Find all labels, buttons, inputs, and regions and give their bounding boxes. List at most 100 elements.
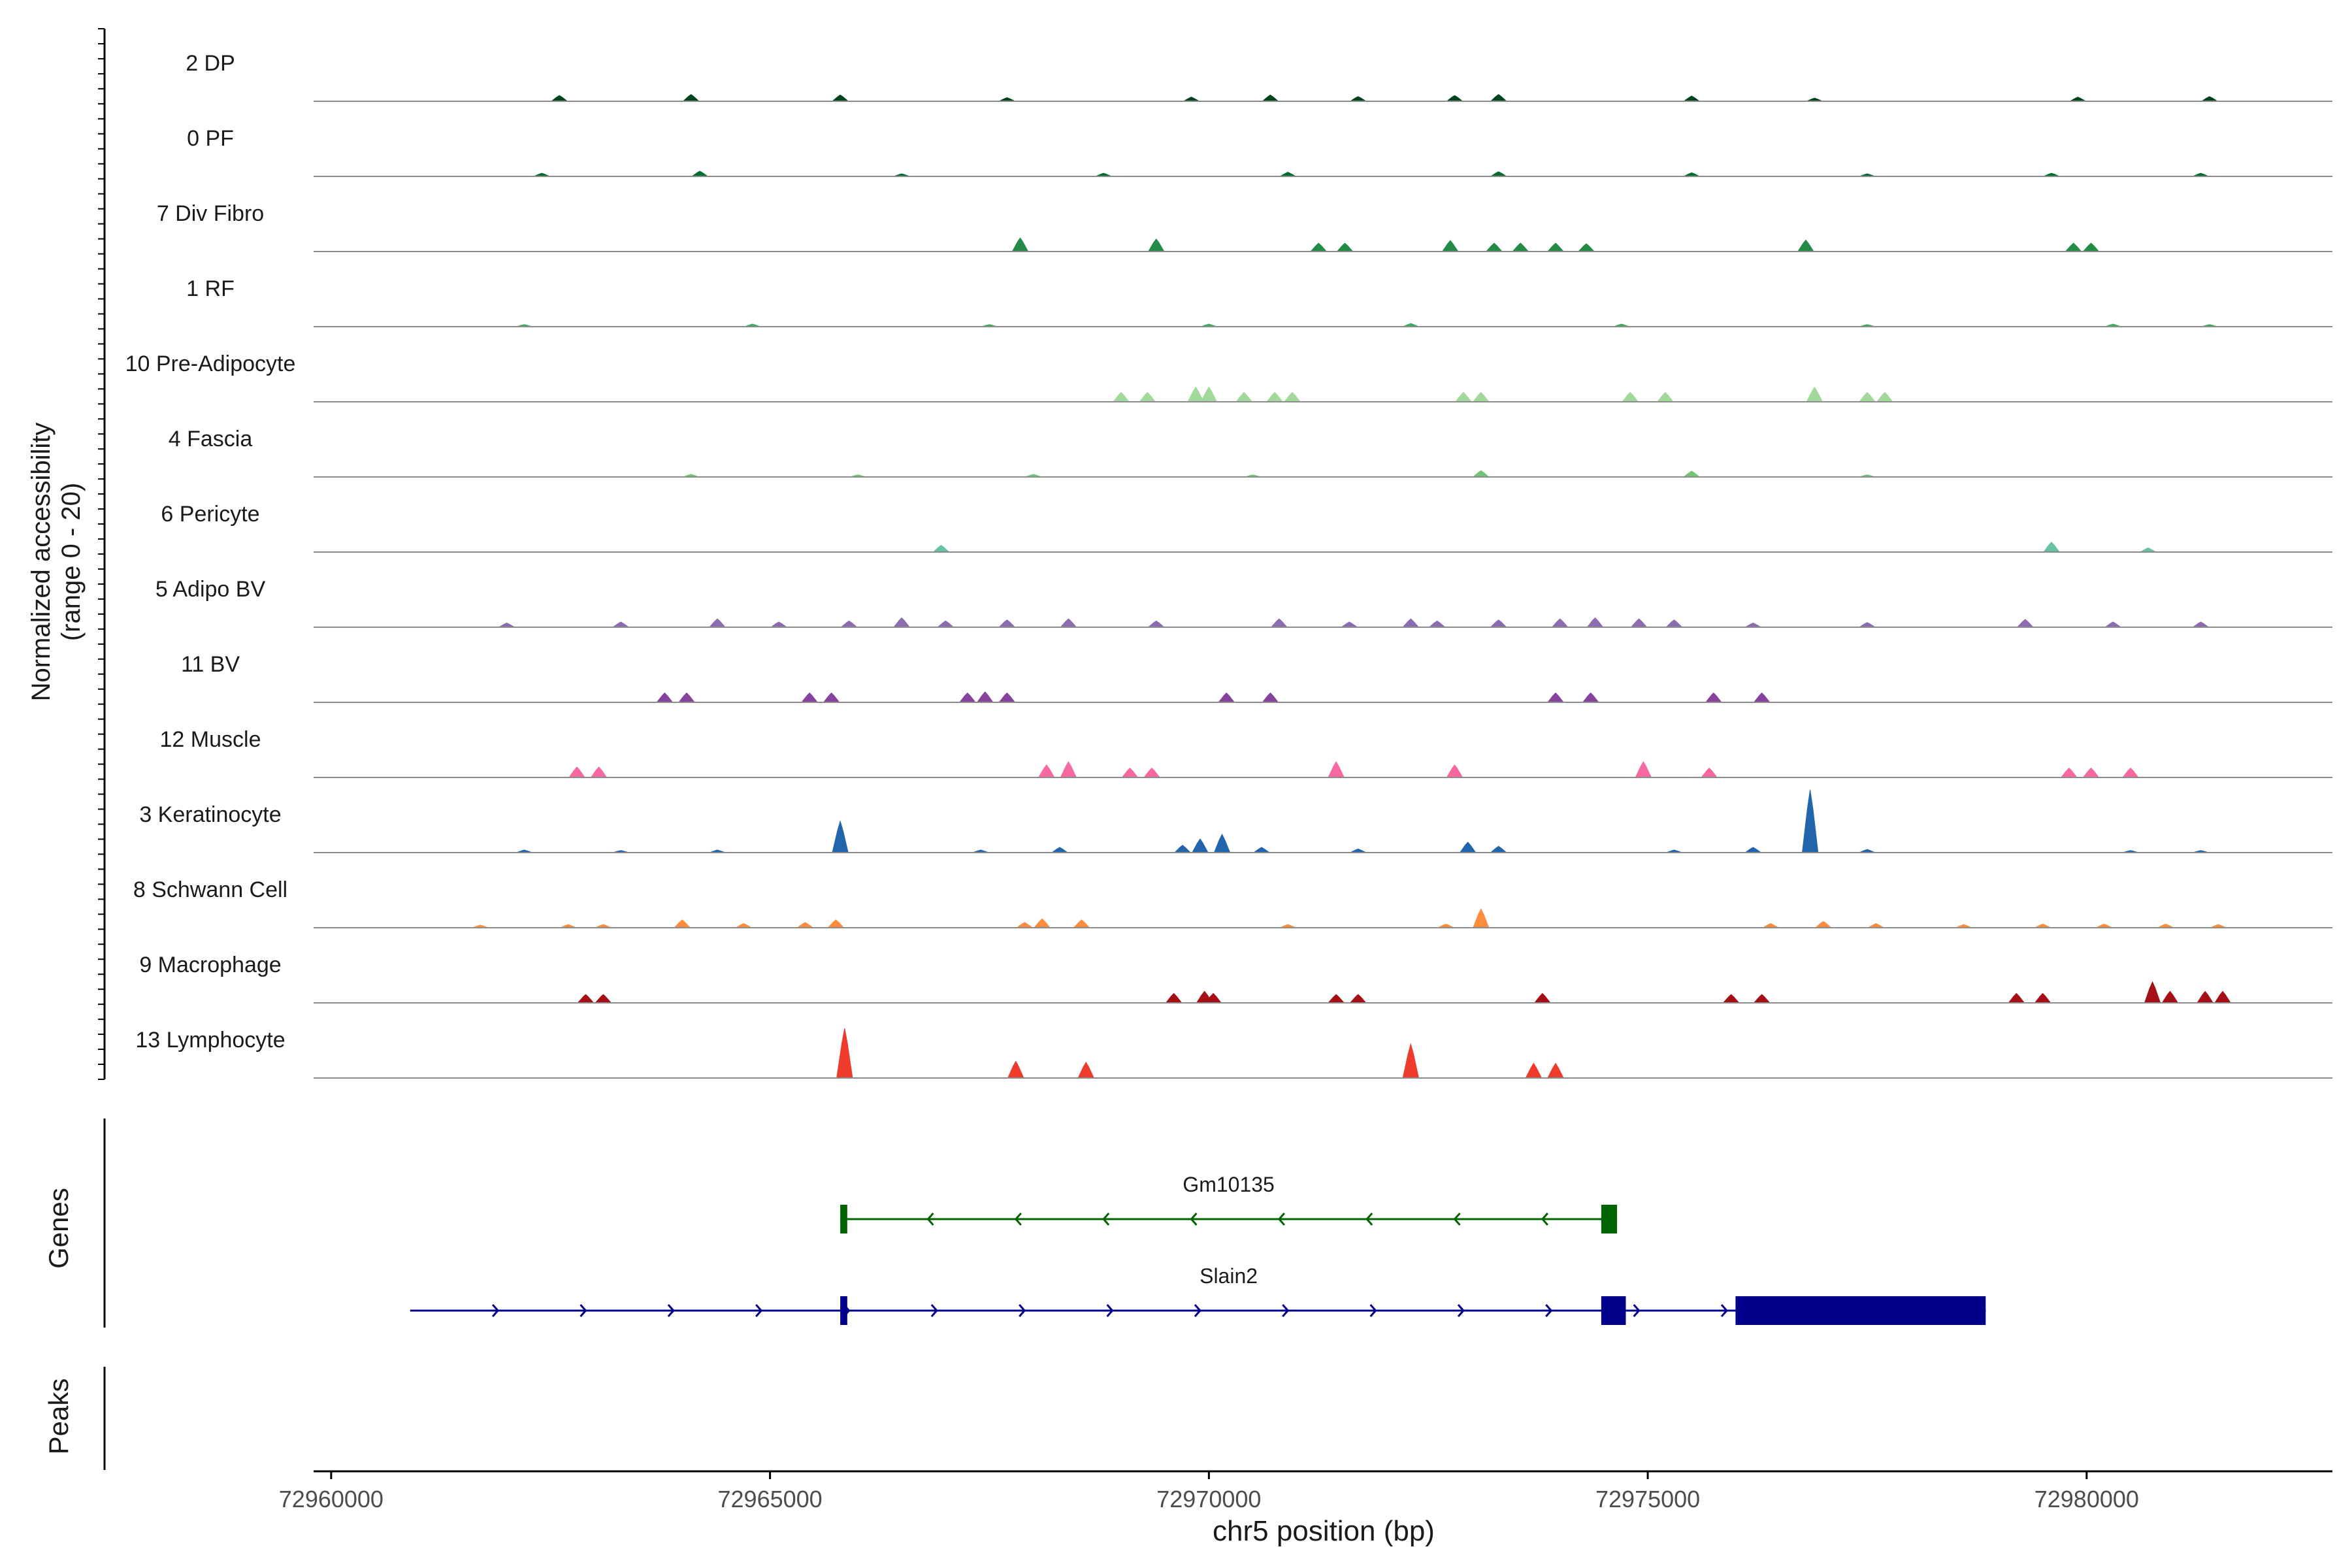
accessibility-peak <box>1077 1062 1095 1079</box>
x-axis: 72960000 72965000 72970000 72975000 72980000 <box>279 1470 2332 1512</box>
track-8-schwann-cell: 8 Schwann Cell <box>133 877 2332 928</box>
accessibility-peak <box>550 95 568 102</box>
track-label: 10 Pre-Adipocyte <box>125 351 296 376</box>
accessibility-peak <box>2144 981 2161 1004</box>
accessibility-peak <box>1814 921 1833 928</box>
accessibility-peak <box>1336 242 1354 252</box>
accessibility-peak <box>2082 767 2100 778</box>
accessibility-peak <box>827 919 845 928</box>
accessibility-peak <box>1143 767 1161 778</box>
strand-arrow <box>1457 1304 1465 1317</box>
accessibility-peak <box>1252 847 1271 853</box>
accessibility-peak <box>1682 470 1701 478</box>
track-12-muscle: 12 Muscle <box>160 727 2332 778</box>
accessibility-peak <box>893 617 911 628</box>
accessibility-peak <box>678 692 696 703</box>
strand-arrow <box>930 1304 938 1317</box>
accessibility-peak <box>1262 692 1279 703</box>
accessibility-peak <box>2043 542 2061 553</box>
accessibility-peak <box>823 692 840 703</box>
accessibility-peak <box>832 820 849 853</box>
accessibility-peak <box>1187 386 1205 402</box>
exon <box>1601 1205 1618 1233</box>
y-axis <box>98 28 106 1080</box>
accessibility-peak <box>1060 618 1077 628</box>
accessibility-peak <box>1525 1062 1543 1079</box>
accessibility-peak <box>1121 767 1139 778</box>
accessibility-peak <box>1218 692 1235 703</box>
peaks-track-label: Peaks <box>43 1379 74 1455</box>
track-label: 8 Schwann Cell <box>133 877 287 902</box>
accessibility-peak <box>958 692 977 703</box>
accessibility-peak <box>800 692 819 703</box>
track-label: 6 Pericyte <box>161 502 259 527</box>
accessibility-peak <box>936 620 955 628</box>
gene-slain2: Slain2 <box>410 1264 1986 1325</box>
track-4-fascia: 4 Fascia <box>169 427 2332 478</box>
track-label: 4 Fascia <box>169 427 253 451</box>
accessibility-peak <box>2034 992 2051 1004</box>
track-label: 11 BV <box>181 652 240 677</box>
accessibility-peak <box>1512 242 1529 252</box>
accessibility-peak <box>1112 391 1130 402</box>
accessibility-peak <box>691 171 709 177</box>
accessibility-peak <box>932 544 950 553</box>
track-label: 0 PF <box>187 126 234 151</box>
accessibility-peak <box>2214 990 2232 1004</box>
track-9-macrophage: 9 Macrophage <box>139 953 2332 1004</box>
strand-arrow <box>1453 1213 1461 1226</box>
accessibility-peak <box>1472 470 1490 478</box>
strand-arrow <box>1014 1213 1022 1226</box>
accessibility-peak <box>1459 841 1477 853</box>
accessibility-peak <box>1753 692 1771 703</box>
accessibility-peak <box>2008 992 2025 1004</box>
accessibility-peak <box>1147 620 1166 628</box>
exon <box>840 1296 847 1325</box>
track-11-bv: 11 BV <box>181 652 2332 703</box>
accessibility-peak <box>1007 1060 1024 1079</box>
track-5-adipo-bv: 5 Adipo BV <box>155 577 2332 628</box>
track-label: 5 Adipo BV <box>155 577 266 602</box>
strand-arrow <box>1019 1304 1026 1317</box>
accessibility-peak <box>998 692 1016 703</box>
accessibility-peak <box>1283 391 1301 402</box>
accessibility-peak <box>2060 767 2078 778</box>
accessibility-peak <box>577 994 595 1004</box>
accessibility-peak <box>1665 619 1683 628</box>
x-tick-label: 72970000 <box>1156 1486 1261 1512</box>
accessibility-peak <box>1586 617 1604 628</box>
x-tick-label: 72975000 <box>1595 1486 1700 1512</box>
gene-track: Gm10135 Slain2 <box>410 1173 1986 1325</box>
accessibility-peak <box>1797 239 1814 252</box>
accessibility-peak <box>1582 692 1599 703</box>
accessibility-peak <box>1454 391 1473 402</box>
accessibility-peak <box>1547 1062 1564 1079</box>
accessibility-peak <box>1348 96 1367 102</box>
strand-arrow <box>580 1304 587 1317</box>
accessibility-peak <box>1635 761 1652 778</box>
accessibility-peak <box>1546 692 1565 703</box>
accessibility-peak <box>1472 908 1490 928</box>
track-0-pf: 0 PF <box>187 126 2332 177</box>
exon <box>1735 1296 1986 1325</box>
accessibility-peak <box>2104 621 2122 628</box>
accessibility-peak <box>1266 391 1284 402</box>
y-axis-label-line2: (range 0 - 20) <box>57 483 86 641</box>
accessibility-peak <box>1622 391 1639 402</box>
gene-label: Slain2 <box>1200 1264 1258 1288</box>
x-axis-label: chr5 position (bp) <box>1213 1515 1435 1547</box>
accessibility-peak <box>1546 242 1565 252</box>
accessibility-peak <box>1428 620 1446 628</box>
accessibility-peak <box>1073 919 1090 928</box>
accessibility-peak <box>590 766 608 778</box>
accessibility-peak <box>2121 767 2140 778</box>
accessibility-peak <box>1630 618 1648 628</box>
accessibility-peak <box>1200 386 1218 402</box>
accessibility-peak <box>1235 391 1253 402</box>
accessibility-peak <box>831 94 849 102</box>
accessibility-peak <box>708 618 727 628</box>
accessibility-peak <box>2197 990 2214 1004</box>
strand-arrow <box>1102 1213 1110 1226</box>
accessibility-peak <box>568 766 586 778</box>
